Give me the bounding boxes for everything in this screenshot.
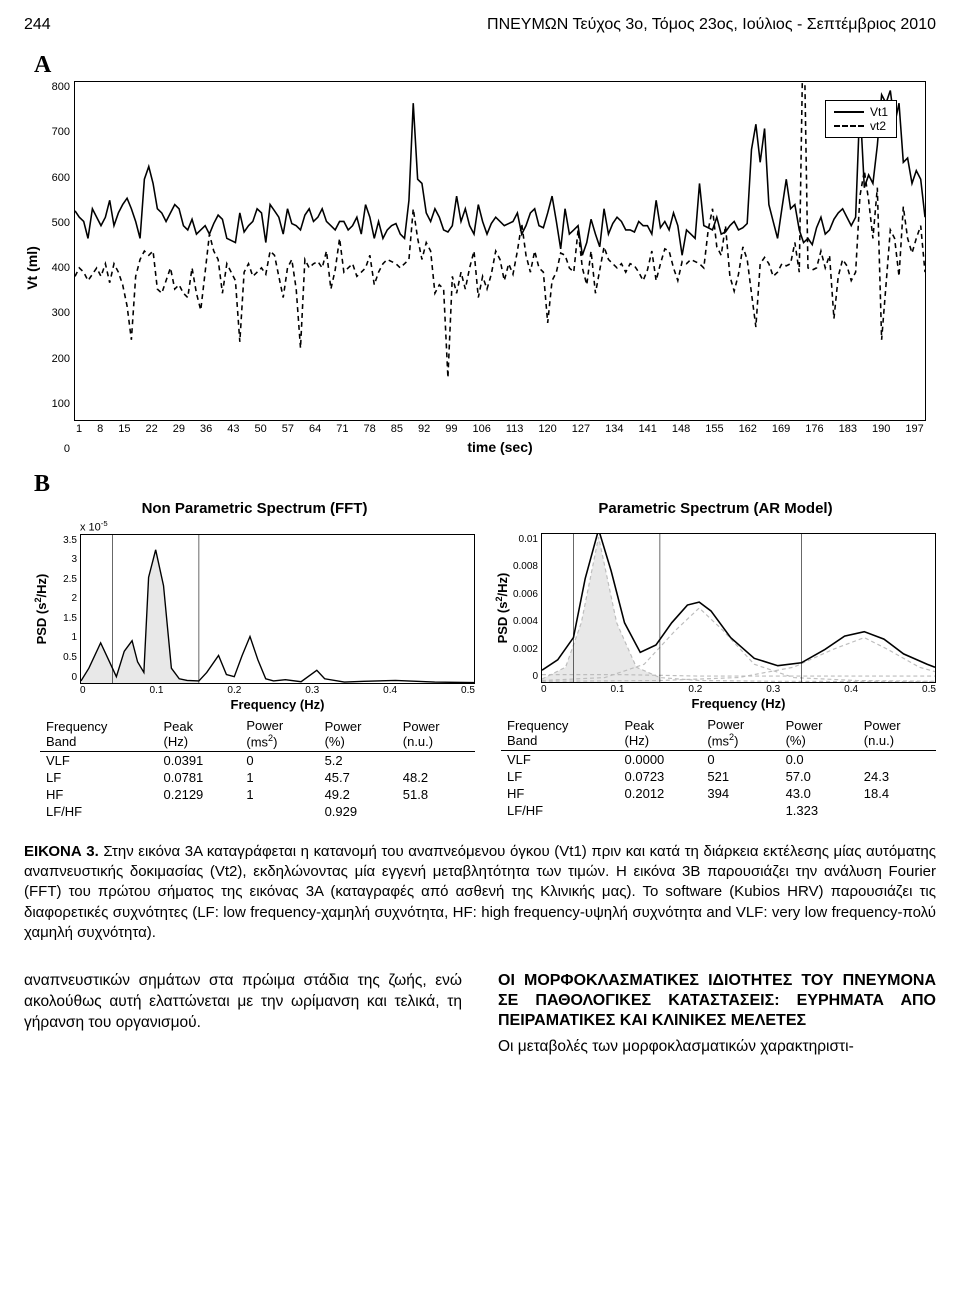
chart-a-legend: Vt1 vt2: [825, 100, 897, 138]
chart-a-xticks: 1815222936435057647178859299106113120127…: [74, 421, 926, 435]
chart-a-yticks: 8007006005004003002001000: [40, 81, 70, 455]
body-columns: αναπνευστικών σημάτων στα πρώιμα στάδια …: [24, 971, 936, 1058]
panel-b-label: B: [34, 471, 936, 498]
ar-xlabel: Frequency (Hz): [541, 696, 936, 711]
section-title: ΟΙ ΜΟΡΦΟΚΛΑΣΜΑΤΙΚΕΣ ΙΔΙΟΤΗΤΕΣ ΤΟΥ ΠΝΕΥΜΟ…: [498, 971, 936, 1031]
fft-yticks: 3.532.521.510.50: [39, 535, 77, 683]
fft-title: Non Parametric Spectrum (FFT): [34, 500, 475, 517]
fft-chart: Non Parametric Spectrum (FFT) x 10-5 PSD…: [34, 500, 475, 820]
fft-table: FrequencyBandPeak(Hz)Power(ms2)Power(%)P…: [40, 718, 475, 820]
ar-chart: Parametric Spectrum (AR Model) PSD (s2/H…: [495, 500, 936, 820]
left-column: αναπνευστικών σημάτων στα πρώιμα στάδια …: [24, 971, 462, 1058]
fft-xticks: 00.10.20.30.40.5: [80, 684, 475, 697]
chart-a-xlabel: time (sec): [74, 439, 926, 455]
fft-yexp: x 10-5: [80, 519, 475, 534]
caption-text: Στην εικόνα 3Α καταγράφεται η κατανομή τ…: [24, 843, 936, 941]
legend-vt1: Vt1: [870, 105, 888, 119]
right-column: ΟΙ ΜΟΡΦΟΚΛΑΣΜΑΤΙΚΕΣ ΙΔΙΟΤΗΤΕΣ ΤΟΥ ΠΝΕΥΜΟ…: [498, 971, 936, 1058]
page-number: 244: [24, 16, 51, 34]
figure-caption: ΕΙΚΟΝΑ 3. Στην εικόνα 3Α καταγράφεται η …: [24, 842, 936, 943]
right-paragraph: Οι μεταβολές των μορφοκλασματικών χαρακτ…: [498, 1037, 936, 1058]
running-title: ΠΝΕΥΜΩΝ Τεύχος 3ο, Τόμος 23ος, Ιούλιος -…: [487, 16, 936, 34]
legend-vt2: vt2: [870, 119, 886, 133]
ar-xticks: 00.10.20.30.40.5: [541, 683, 936, 696]
ar-table: FrequencyBandPeak(Hz)Power(ms2)Power(%)P…: [501, 717, 936, 819]
fft-xlabel: Frequency (Hz): [80, 697, 475, 712]
ar-title: Parametric Spectrum (AR Model): [495, 500, 936, 517]
ar-yticks: 0.010.0080.0060.0040.0020: [500, 534, 538, 682]
panel-a-label: A: [34, 52, 936, 79]
chart-a-ylabel: Vt (ml): [24, 246, 40, 290]
caption-lead: ΕΙΚΟΝΑ 3.: [24, 843, 99, 860]
chart-a: Vt1 vt2: [74, 81, 926, 421]
running-header: 244 ΠΝΕΥΜΩΝ Τεύχος 3ο, Τόμος 23ος, Ιούλι…: [24, 16, 936, 34]
left-paragraph: αναπνευστικών σημάτων στα πρώιμα στάδια …: [24, 971, 462, 1034]
